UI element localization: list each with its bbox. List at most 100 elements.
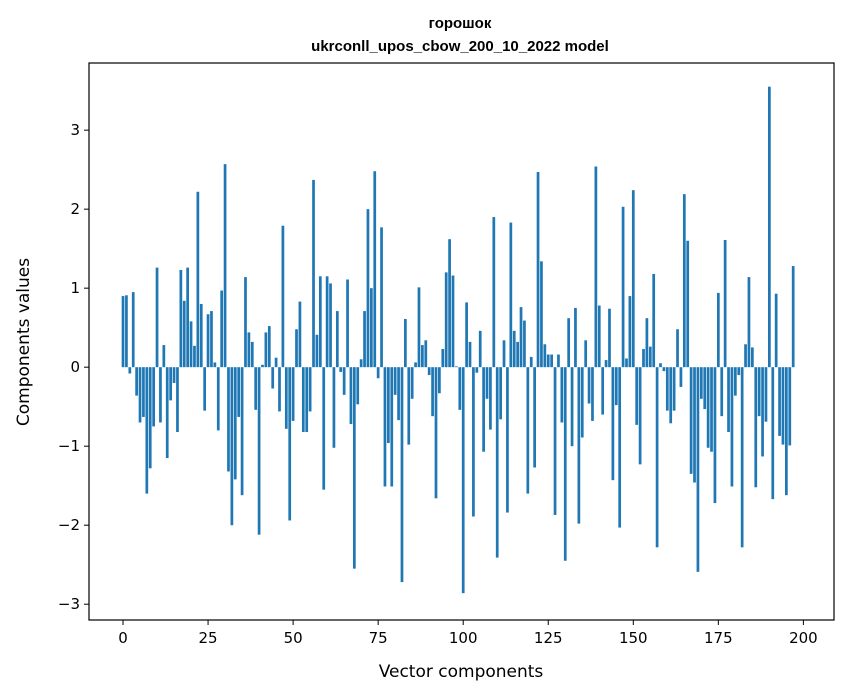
bar-70 bbox=[359, 359, 363, 368]
bar-57 bbox=[315, 334, 319, 368]
bar-18 bbox=[182, 300, 186, 368]
x-tick-label: 125 bbox=[534, 629, 563, 647]
bar-143 bbox=[608, 308, 611, 368]
bar-170 bbox=[699, 367, 703, 399]
bar-194 bbox=[781, 367, 785, 445]
bar-32 bbox=[230, 367, 234, 526]
bar-23 bbox=[199, 303, 203, 368]
bar-133 bbox=[574, 307, 577, 368]
bar-151 bbox=[635, 367, 639, 425]
bar-116 bbox=[516, 341, 519, 368]
bar-30 bbox=[223, 164, 227, 368]
bar-83 bbox=[404, 318, 407, 368]
bar-132 bbox=[570, 367, 574, 447]
bar-163 bbox=[676, 329, 679, 368]
bar-47 bbox=[281, 225, 285, 368]
bar-161 bbox=[669, 367, 673, 424]
bar-126 bbox=[550, 354, 554, 368]
bar-187 bbox=[757, 367, 761, 417]
bar-139 bbox=[594, 166, 598, 368]
bar-19 bbox=[186, 267, 190, 368]
bar-169 bbox=[696, 367, 700, 572]
bar-13 bbox=[165, 367, 169, 459]
bar-72 bbox=[366, 209, 370, 368]
bar-150 bbox=[631, 190, 635, 368]
bar-82 bbox=[400, 367, 404, 583]
bar-140 bbox=[597, 305, 601, 368]
bar-182 bbox=[740, 367, 744, 548]
bar-61 bbox=[329, 283, 332, 368]
bar-45 bbox=[274, 357, 278, 368]
bar-184 bbox=[747, 277, 751, 368]
bar-27 bbox=[213, 362, 217, 368]
bar-39 bbox=[254, 367, 258, 410]
bar-175 bbox=[716, 292, 720, 368]
bar-121 bbox=[533, 367, 536, 468]
bar-12 bbox=[162, 345, 166, 368]
bar-102 bbox=[468, 341, 472, 368]
bar-7 bbox=[145, 367, 149, 494]
bar-24 bbox=[203, 367, 207, 411]
bar-190 bbox=[768, 86, 771, 368]
bar-96 bbox=[448, 239, 451, 368]
bar-195 bbox=[785, 367, 788, 496]
bar-1 bbox=[125, 295, 128, 368]
bar-191 bbox=[771, 367, 775, 500]
bar-67 bbox=[349, 367, 353, 425]
bar-8 bbox=[148, 367, 152, 469]
bar-152 bbox=[638, 367, 642, 465]
chart-subtitle: ukrconll_upos_cbow_200_10_2022 model bbox=[311, 38, 609, 55]
bar-73 bbox=[369, 288, 373, 368]
bar-74 bbox=[373, 171, 377, 368]
bar-114 bbox=[509, 222, 513, 368]
bar-131 bbox=[567, 318, 571, 368]
y-tick-label: 1 bbox=[70, 279, 80, 297]
bar-9 bbox=[152, 367, 155, 427]
bar-138 bbox=[591, 367, 594, 421]
bar-88 bbox=[421, 345, 424, 368]
y-tick-label: −1 bbox=[58, 437, 80, 455]
bar-173 bbox=[710, 367, 713, 452]
bar-50 bbox=[291, 367, 295, 421]
bar-77 bbox=[383, 367, 387, 487]
bar-44 bbox=[271, 367, 275, 389]
bar-171 bbox=[703, 367, 707, 410]
bar-3 bbox=[131, 292, 135, 368]
bar-87 bbox=[417, 287, 421, 368]
bar-81 bbox=[397, 367, 400, 421]
bar-196 bbox=[788, 367, 792, 446]
bar-34 bbox=[237, 367, 241, 417]
bar-33 bbox=[233, 367, 237, 480]
x-tick-label: 75 bbox=[369, 629, 388, 647]
bar-65 bbox=[342, 367, 346, 395]
bar-75 bbox=[376, 367, 380, 379]
bar-63 bbox=[335, 311, 339, 368]
bar-11 bbox=[159, 367, 162, 423]
bar-40 bbox=[257, 367, 261, 535]
bar-38 bbox=[250, 341, 254, 368]
x-tick-label: 50 bbox=[284, 629, 303, 647]
bar-172 bbox=[706, 367, 710, 448]
x-axis-label: Vector components bbox=[379, 662, 544, 682]
bar-168 bbox=[693, 367, 696, 483]
bar-112 bbox=[502, 340, 506, 368]
bar-48 bbox=[284, 367, 288, 429]
bar-142 bbox=[604, 360, 608, 368]
bar-101 bbox=[465, 302, 468, 368]
bar-56 bbox=[312, 179, 315, 368]
bar-54 bbox=[305, 367, 309, 432]
y-tick-label: 3 bbox=[70, 121, 80, 139]
bar-41 bbox=[261, 364, 264, 368]
bar-100 bbox=[461, 367, 465, 594]
bar-93 bbox=[438, 367, 441, 394]
bar-125 bbox=[546, 354, 550, 368]
bar-179 bbox=[730, 367, 734, 487]
bar-134 bbox=[577, 367, 581, 524]
bar-86 bbox=[414, 362, 417, 368]
y-axis-label: Components values bbox=[14, 258, 34, 426]
y-axis-ticks: −3 −2 −1 0 1 2 3 bbox=[58, 121, 89, 613]
bar-2 bbox=[128, 367, 132, 374]
bar-123 bbox=[540, 261, 543, 368]
bar-164 bbox=[679, 367, 683, 387]
bar-104 bbox=[475, 367, 479, 373]
